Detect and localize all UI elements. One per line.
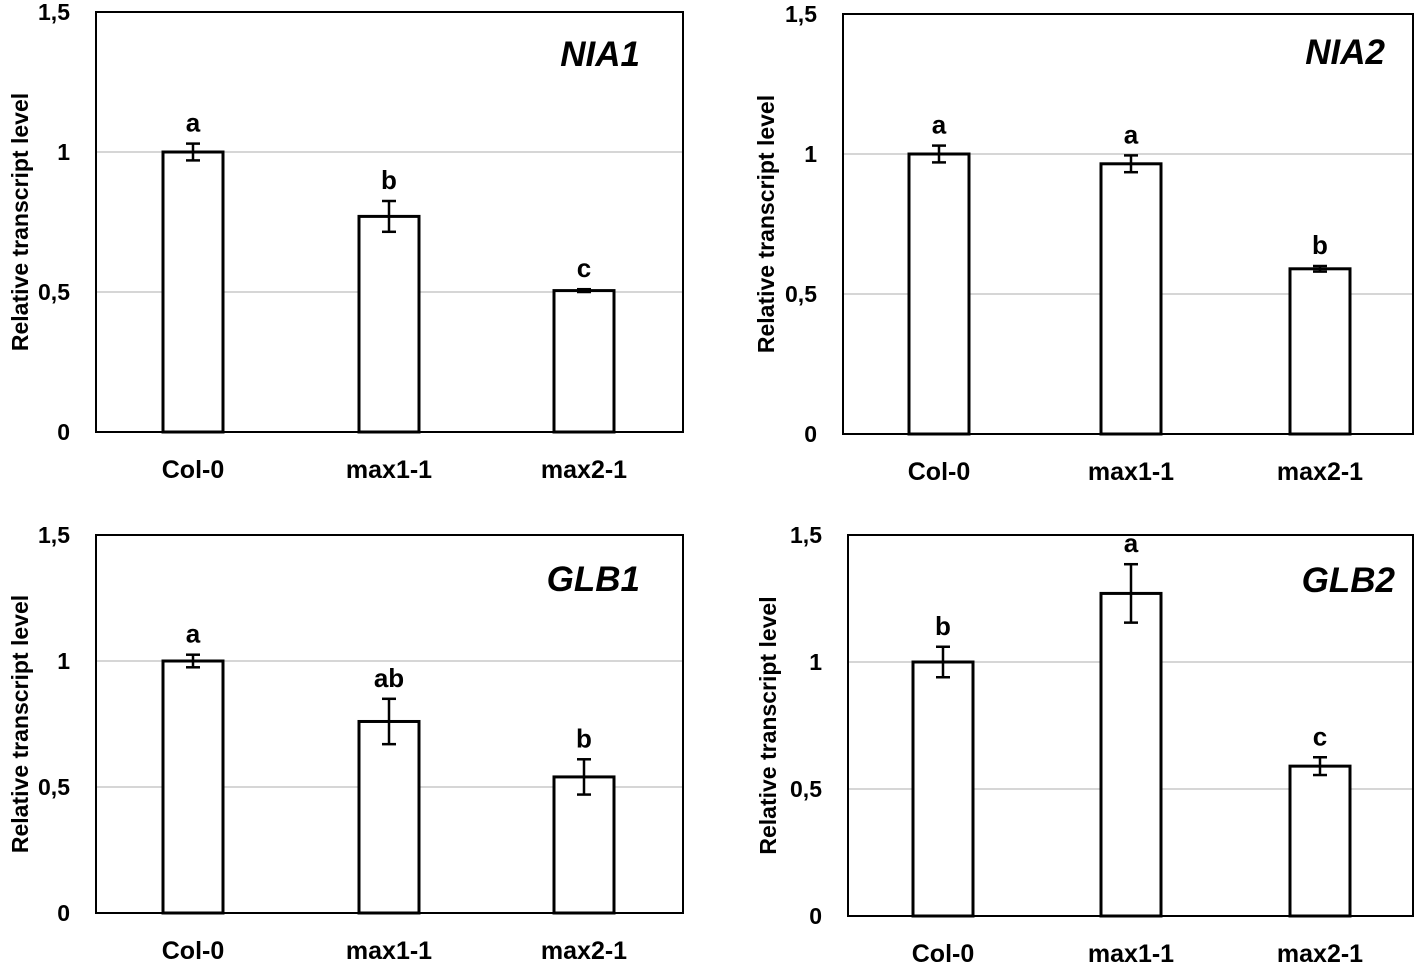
bar-max1-1: [357, 719, 421, 915]
category-label: max1-1: [346, 456, 432, 484]
y-tick-label: 1,5: [38, 0, 70, 25]
bar-max1-1: [357, 214, 421, 434]
significance-letter: a: [1124, 119, 1139, 149]
significance-letter: a: [932, 110, 947, 140]
y-tick-label: 0: [804, 421, 817, 447]
significance-letter: ab: [374, 663, 404, 693]
y-tick-label: 1: [57, 139, 70, 165]
category-label: Col-0: [162, 937, 225, 963]
bar-max1-1: [1099, 591, 1163, 918]
bar-max1-1: [1099, 162, 1163, 436]
significance-letter: a: [1124, 528, 1139, 558]
y-tick-label: 0: [57, 419, 70, 445]
y-axis-label: Relative transcript level: [753, 95, 779, 353]
y-tick-label: 1: [57, 648, 70, 674]
panel-title: NIA2: [1305, 33, 1385, 72]
category-label: Col-0: [908, 458, 971, 486]
y-tick-label: 1,5: [785, 1, 817, 27]
significance-letter: a: [186, 619, 201, 649]
y-tick-label: 0,5: [790, 776, 822, 802]
bar-Col-0: [161, 659, 225, 915]
significance-letter: b: [381, 165, 397, 195]
category-label: max2-1: [541, 937, 627, 963]
y-axis-label: Relative transcript level: [755, 596, 781, 854]
category-label: Col-0: [162, 456, 225, 484]
category-label: max2-1: [1277, 458, 1363, 486]
panel-title: NIA1: [560, 35, 640, 74]
panel-title: GLB1: [547, 560, 640, 599]
y-axis-label: Relative transcript level: [7, 93, 33, 351]
category-label: max2-1: [541, 456, 627, 484]
y-axis-label: Relative transcript level: [7, 595, 33, 853]
bar-Col-0: [161, 150, 225, 434]
y-tick-label: 0: [809, 903, 822, 929]
significance-letter: b: [576, 723, 592, 753]
category-label: Col-0: [912, 940, 975, 963]
significance-letter: c: [577, 253, 591, 283]
bar-max2-1: [1288, 764, 1352, 918]
category-label: max1-1: [1088, 458, 1174, 486]
bar-max2-1: [552, 775, 616, 915]
y-tick-label: 0: [57, 900, 70, 926]
category-label: max2-1: [1277, 940, 1363, 963]
bar-max2-1: [552, 289, 616, 434]
significance-letter: b: [935, 611, 951, 641]
bar-Col-0: [911, 660, 975, 918]
bar-max2-1: [1288, 267, 1352, 436]
category-label: max1-1: [1088, 940, 1174, 963]
y-tick-label: 0,5: [38, 774, 70, 800]
bar-Col-0: [907, 152, 971, 436]
y-tick-label: 0,5: [38, 279, 70, 305]
significance-letter: b: [1312, 230, 1328, 260]
significance-letter: a: [186, 108, 201, 138]
y-tick-label: 1,5: [38, 522, 70, 548]
panel-title: GLB2: [1302, 561, 1396, 600]
y-tick-label: 0,5: [785, 281, 817, 307]
y-tick-label: 1,5: [790, 522, 822, 548]
category-label: max1-1: [346, 937, 432, 963]
y-tick-label: 1: [804, 141, 817, 167]
significance-letter: c: [1313, 721, 1327, 751]
y-tick-label: 1: [809, 649, 822, 675]
